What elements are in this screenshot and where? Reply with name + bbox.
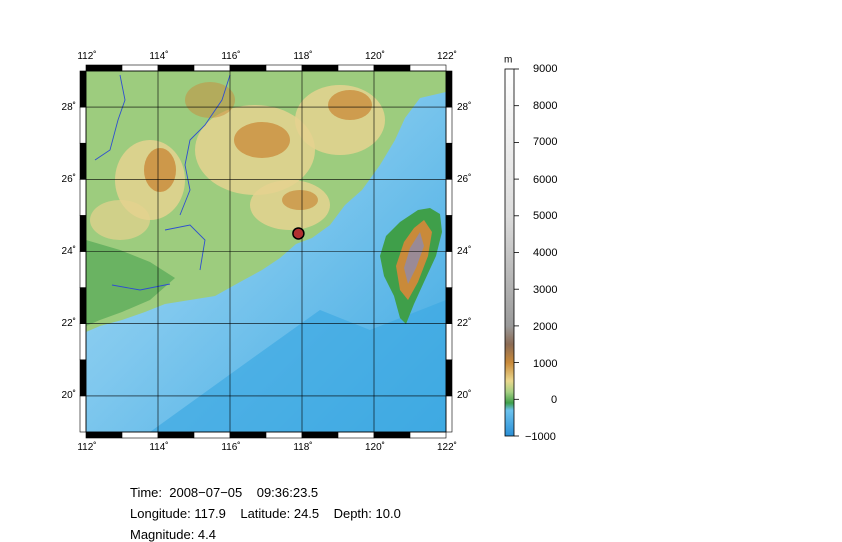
lat-label-left-28: 28˚ [61, 102, 76, 113]
lon-label-bottom-122: 122˚ [436, 442, 458, 453]
frame-bottom-segment [85, 431, 123, 439]
event-magnitude: Magnitude: 4.4 [130, 527, 217, 542]
lon-label-top-112: 112˚ [77, 51, 97, 62]
colorbar-label-3000: 3000 [533, 284, 558, 296]
frame-left-segment [79, 287, 87, 325]
colorbar [504, 68, 515, 437]
frame-left-segment [79, 142, 87, 180]
event-location: Longitude: 117.9 Latitude: 24.5 Depth: 1… [130, 506, 401, 521]
rivers [94, 74, 231, 291]
frame-left-segment [79, 395, 87, 433]
frame-left-segment [79, 359, 87, 397]
frame-bottom-segment [121, 431, 159, 439]
frame-top-segment [193, 64, 231, 72]
frame-right-segment [445, 142, 453, 180]
frame-bottom-segment [373, 431, 411, 439]
lon-label-bottom-118: 118˚ [293, 442, 313, 453]
deep-sea-area [150, 300, 446, 432]
frame-top-segment [229, 64, 267, 72]
lat-label-left-22: 22˚ [61, 318, 76, 329]
frame-right-segment [445, 106, 453, 144]
lat-label-left-20: 20˚ [61, 390, 76, 401]
frame-left-segment [79, 323, 87, 361]
event-time: Time: 2008−07−05 09:36:23.5 [130, 485, 319, 500]
frame-right-segment [445, 215, 453, 252]
frame-top-segment [121, 64, 159, 72]
frame-left-segment [79, 251, 87, 288]
colorbar-label-9000: 9000 [533, 63, 558, 75]
frame-right-segment [445, 287, 453, 325]
frame-bottom-segment [229, 431, 267, 439]
frame-right-segment [445, 179, 453, 216]
lon-label-bottom-116: 116˚ [221, 442, 241, 453]
frame-top-segment [157, 64, 195, 72]
colorbar-ticks [514, 68, 519, 437]
lat-label-left-26: 26˚ [61, 174, 76, 185]
colorbar-label-0: 0 [551, 394, 558, 406]
frame-bottom-segment [265, 431, 303, 439]
frame-bottom-segment [301, 431, 339, 439]
lon-label-bottom-120: 120˚ [364, 442, 386, 453]
colorbar-label-minus-1000: −1000 [525, 431, 556, 443]
lat-label-right-22: 22˚ [457, 318, 472, 329]
lat-label-left-24: 24˚ [61, 246, 76, 257]
frame-bottom-segment [157, 431, 195, 439]
colorbar-label-7000: 7000 [533, 136, 558, 148]
colorbar-label-6000: 6000 [533, 174, 558, 186]
frame-right-segment [445, 323, 453, 361]
lon-label-top-120: 120˚ [364, 51, 386, 62]
colorbar-unit: m [504, 54, 513, 66]
lon-label-top-118: 118˚ [293, 51, 313, 62]
colorbar-label-1000: 1000 [533, 358, 558, 370]
frame-bottom-segment [193, 431, 231, 439]
frame-left-segment [79, 179, 87, 216]
lat-label-right-20: 20˚ [457, 390, 472, 401]
lon-label-top-122: 122˚ [436, 51, 458, 62]
frame-top-segment [373, 64, 411, 72]
frame-bottom-segment [337, 431, 375, 439]
frame-top-segment [301, 64, 339, 72]
frame-top-segment [337, 64, 375, 72]
map-border [85, 70, 447, 433]
lon-label-top-114: 114˚ [149, 51, 169, 62]
lat-label-right-28: 28˚ [457, 102, 472, 113]
frame-right-segment [445, 251, 453, 288]
frame-right-segment [445, 395, 453, 433]
colorbar-label-2000: 2000 [533, 321, 558, 333]
lat-label-right-26: 26˚ [457, 174, 472, 185]
lat-label-right-24: 24˚ [457, 246, 472, 257]
frame-left-segment [79, 106, 87, 144]
lon-label-bottom-112: 112˚ [77, 442, 97, 453]
highland-patches [90, 82, 385, 240]
lowland-area [86, 240, 175, 326]
map-frame [79, 64, 453, 439]
frame-right-segment [445, 359, 453, 397]
colorbar-label-4000: 4000 [533, 247, 558, 259]
colorbar-label-8000: 8000 [533, 100, 558, 112]
frame-bottom-segment [409, 431, 447, 439]
epicenter-marker [292, 227, 305, 240]
lon-label-bottom-114: 114˚ [149, 442, 169, 453]
frame-right-segment [445, 70, 453, 108]
graticule [86, 71, 446, 432]
taiwan-peaks [404, 232, 424, 284]
frame-top-segment [85, 64, 123, 72]
frame-top-segment [265, 64, 303, 72]
frame-left-segment [79, 215, 87, 252]
frame-top-segment [409, 64, 447, 72]
colorbar-label-5000: 5000 [533, 210, 558, 222]
frame-left-segment [79, 70, 87, 108]
lon-label-top-116: 116˚ [221, 51, 241, 62]
